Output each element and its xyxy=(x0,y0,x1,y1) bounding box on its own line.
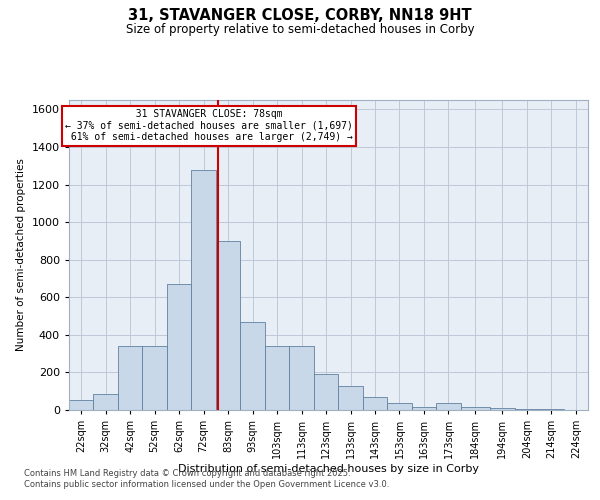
Bar xyxy=(191,170,216,410)
Bar xyxy=(461,407,490,410)
Bar xyxy=(167,284,191,410)
Bar xyxy=(216,241,241,410)
Bar xyxy=(338,386,363,410)
Bar xyxy=(241,322,265,410)
Bar xyxy=(515,409,539,410)
Y-axis label: Number of semi-detached properties: Number of semi-detached properties xyxy=(16,158,26,352)
Bar xyxy=(412,407,436,410)
Text: Contains HM Land Registry data © Crown copyright and database right 2025.: Contains HM Land Registry data © Crown c… xyxy=(24,468,350,477)
X-axis label: Distribution of semi-detached houses by size in Corby: Distribution of semi-detached houses by … xyxy=(178,464,479,474)
Text: 31 STAVANGER CLOSE: 78sqm  
← 37% of semi-detached houses are smaller (1,697)
 6: 31 STAVANGER CLOSE: 78sqm ← 37% of semi-… xyxy=(65,110,353,142)
Text: 31, STAVANGER CLOSE, CORBY, NN18 9HT: 31, STAVANGER CLOSE, CORBY, NN18 9HT xyxy=(128,8,472,22)
Bar xyxy=(142,346,167,410)
Bar xyxy=(490,408,515,410)
Bar xyxy=(436,404,461,410)
Bar xyxy=(539,409,563,410)
Text: Size of property relative to semi-detached houses in Corby: Size of property relative to semi-detach… xyxy=(125,22,475,36)
Bar xyxy=(265,346,289,410)
Bar xyxy=(69,400,94,410)
Bar xyxy=(289,346,314,410)
Text: Contains public sector information licensed under the Open Government Licence v3: Contains public sector information licen… xyxy=(24,480,389,489)
Bar xyxy=(314,374,338,410)
Bar xyxy=(118,346,142,410)
Bar xyxy=(94,394,118,410)
Bar xyxy=(387,404,412,410)
Bar xyxy=(363,397,387,410)
